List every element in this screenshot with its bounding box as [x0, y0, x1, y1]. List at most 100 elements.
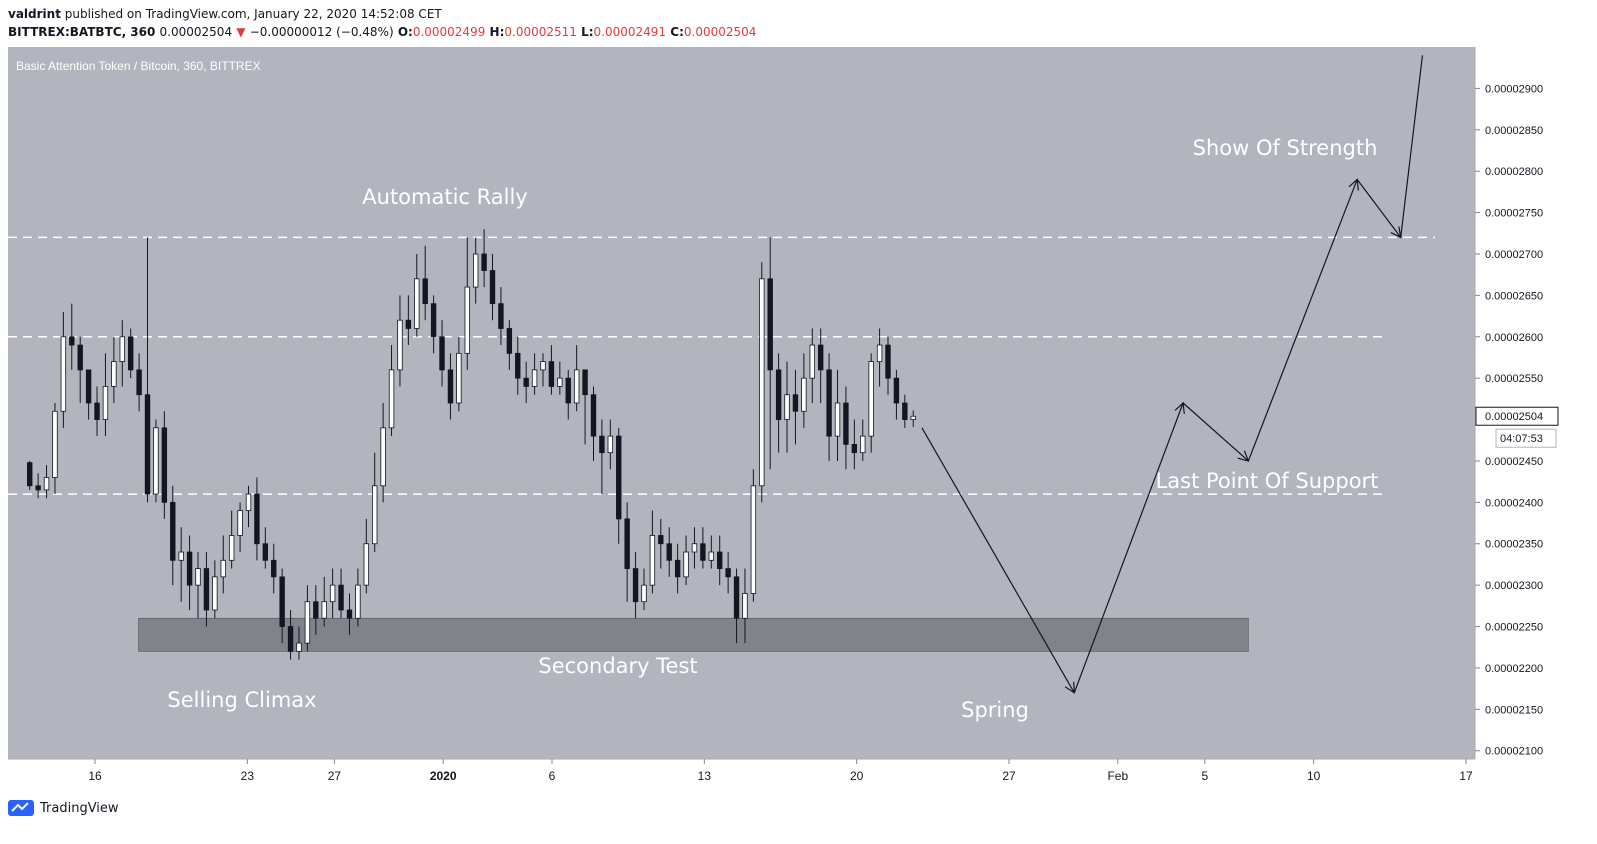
- candle[interactable]: [228, 510, 235, 569]
- tradingview-logo[interactable]: TradingView: [8, 800, 119, 816]
- candle[interactable]: [338, 568, 344, 619]
- candle[interactable]: [102, 353, 109, 437]
- candle[interactable]: [287, 609, 294, 660]
- candle[interactable]: [111, 336, 117, 403]
- candle[interactable]: [876, 328, 883, 387]
- candle[interactable]: [380, 403, 386, 503]
- candle[interactable]: [902, 394, 908, 428]
- candle[interactable]: [851, 419, 858, 470]
- candle[interactable]: [94, 386, 100, 437]
- candle[interactable]: [212, 560, 218, 619]
- candle[interactable]: [85, 369, 92, 420]
- candle[interactable]: [69, 303, 75, 370]
- candle[interactable]: [27, 460, 33, 490]
- candle[interactable]: [186, 535, 193, 610]
- candle[interactable]: [860, 419, 866, 461]
- candle[interactable]: [590, 386, 597, 461]
- candle[interactable]: [658, 518, 664, 569]
- candle[interactable]: [523, 361, 529, 403]
- candle[interactable]: [565, 369, 571, 420]
- candle[interactable]: [834, 369, 841, 461]
- candle[interactable]: [801, 353, 807, 428]
- candle[interactable]: [666, 527, 672, 577]
- candle[interactable]: [531, 353, 538, 395]
- candle[interactable]: [742, 568, 748, 644]
- candle[interactable]: [245, 485, 252, 528]
- candle[interactable]: [910, 410, 916, 428]
- candle[interactable]: [170, 485, 176, 586]
- candle[interactable]: [355, 568, 361, 627]
- candle[interactable]: [733, 568, 740, 644]
- candle[interactable]: [784, 361, 790, 453]
- candle[interactable]: [573, 345, 580, 412]
- candle[interactable]: [759, 262, 765, 503]
- candle[interactable]: [472, 237, 479, 304]
- candle[interactable]: [649, 510, 656, 594]
- candle[interactable]: [498, 287, 504, 346]
- candle[interactable]: [607, 419, 614, 470]
- candle[interactable]: [35, 473, 41, 499]
- candle[interactable]: [641, 568, 647, 610]
- candle[interactable]: [624, 502, 630, 602]
- candle[interactable]: [893, 369, 900, 420]
- candle[interactable]: [313, 585, 319, 635]
- candle[interactable]: [195, 552, 201, 619]
- candle[interactable]: [271, 543, 277, 594]
- candle[interactable]: [708, 535, 714, 569]
- candle[interactable]: [254, 477, 260, 561]
- candle[interactable]: [750, 469, 757, 602]
- candle[interactable]: [691, 527, 698, 569]
- candle[interactable]: [826, 353, 832, 461]
- candle[interactable]: [346, 593, 353, 635]
- candle[interactable]: [548, 345, 555, 395]
- candle[interactable]: [178, 527, 184, 602]
- candle[interactable]: [144, 237, 151, 503]
- candle[interactable]: [557, 361, 563, 395]
- candle[interactable]: [363, 518, 369, 594]
- candle[interactable]: [599, 419, 605, 495]
- candle[interactable]: [397, 295, 403, 387]
- author-name[interactable]: valdrint: [8, 7, 61, 21]
- accumulation-zone[interactable]: [138, 617, 1249, 652]
- candle[interactable]: [775, 353, 782, 453]
- candle[interactable]: [700, 527, 706, 569]
- candle[interactable]: [422, 245, 428, 321]
- candle[interactable]: [725, 552, 731, 594]
- candle[interactable]: [296, 626, 302, 660]
- candle[interactable]: [161, 411, 168, 519]
- candle[interactable]: [388, 345, 395, 437]
- candle[interactable]: [153, 419, 159, 503]
- candle[interactable]: [279, 568, 285, 644]
- candle[interactable]: [220, 535, 226, 594]
- candle[interactable]: [674, 543, 681, 594]
- candle[interactable]: [321, 576, 327, 627]
- candle[interactable]: [456, 336, 462, 412]
- candle[interactable]: [817, 328, 824, 403]
- candle[interactable]: [683, 535, 689, 586]
- candle[interactable]: [717, 535, 723, 586]
- candle[interactable]: [447, 353, 454, 420]
- candle[interactable]: [60, 311, 67, 428]
- candle[interactable]: [843, 386, 849, 470]
- candle[interactable]: [203, 552, 210, 627]
- candle[interactable]: [540, 353, 546, 387]
- candle[interactable]: [52, 403, 58, 495]
- candle[interactable]: [868, 353, 874, 453]
- candle[interactable]: [237, 502, 243, 553]
- candle[interactable]: [136, 353, 142, 412]
- candle[interactable]: [464, 237, 470, 370]
- candle[interactable]: [43, 465, 50, 499]
- candle[interactable]: [481, 229, 487, 288]
- candle[interactable]: [119, 320, 125, 387]
- candle[interactable]: [489, 253, 496, 321]
- candle[interactable]: [506, 320, 513, 370]
- candle[interactable]: [515, 336, 521, 395]
- candle[interactable]: [262, 527, 269, 569]
- candle[interactable]: [885, 336, 891, 395]
- candle[interactable]: [439, 320, 445, 387]
- candle[interactable]: [77, 336, 83, 403]
- candle[interactable]: [304, 585, 311, 652]
- candle[interactable]: [405, 295, 412, 346]
- candle[interactable]: [127, 328, 134, 379]
